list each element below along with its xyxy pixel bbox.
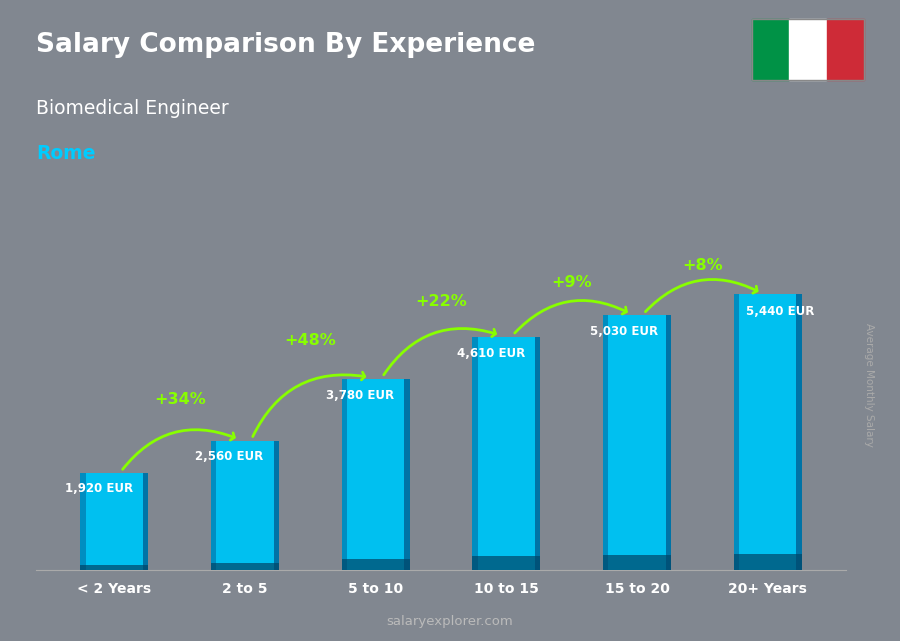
- Text: +34%: +34%: [154, 392, 205, 406]
- Text: Average Monthly Salary: Average Monthly Salary: [863, 322, 874, 447]
- Bar: [342, 379, 410, 570]
- Text: Biomedical Engineer: Biomedical Engineer: [36, 99, 229, 119]
- Bar: [212, 440, 217, 570]
- Text: Rome: Rome: [36, 144, 95, 163]
- Text: 5,440 EUR: 5,440 EUR: [746, 304, 814, 317]
- Bar: [80, 473, 86, 570]
- Bar: [472, 556, 540, 570]
- Bar: [342, 559, 410, 570]
- Text: 2,560 EUR: 2,560 EUR: [195, 450, 264, 463]
- Bar: [535, 337, 540, 570]
- Text: +8%: +8%: [682, 258, 723, 272]
- Text: salaryexplorer.com: salaryexplorer.com: [387, 615, 513, 628]
- Text: 3,780 EUR: 3,780 EUR: [326, 389, 394, 402]
- Text: Salary Comparison By Experience: Salary Comparison By Experience: [36, 32, 536, 58]
- Bar: [472, 337, 540, 570]
- Bar: [80, 473, 148, 570]
- Bar: [603, 315, 670, 570]
- Bar: [734, 294, 802, 570]
- Text: +22%: +22%: [415, 294, 467, 308]
- Bar: [212, 563, 279, 570]
- Text: 5,030 EUR: 5,030 EUR: [590, 326, 658, 338]
- Bar: [734, 554, 802, 570]
- Bar: [404, 379, 410, 570]
- Bar: [472, 337, 478, 570]
- Bar: [665, 315, 670, 570]
- Text: 4,610 EUR: 4,610 EUR: [456, 347, 525, 360]
- Bar: [212, 440, 279, 570]
- Bar: [80, 565, 148, 570]
- Text: 1,920 EUR: 1,920 EUR: [65, 482, 133, 495]
- Bar: [796, 294, 802, 570]
- Bar: [603, 315, 608, 570]
- Text: +9%: +9%: [552, 276, 592, 290]
- Bar: [734, 294, 739, 570]
- Bar: [342, 379, 347, 570]
- Bar: [603, 555, 670, 570]
- Text: +48%: +48%: [284, 333, 337, 347]
- Bar: [143, 473, 148, 570]
- Bar: [274, 440, 279, 570]
